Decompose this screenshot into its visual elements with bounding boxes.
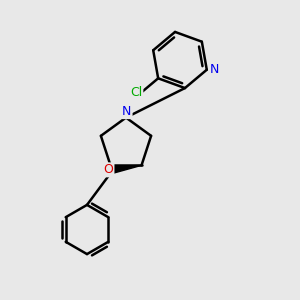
- Text: N: N: [122, 105, 132, 118]
- Text: N: N: [210, 63, 219, 76]
- Polygon shape: [112, 165, 142, 173]
- Text: Cl: Cl: [130, 86, 142, 99]
- Text: O: O: [103, 164, 113, 176]
